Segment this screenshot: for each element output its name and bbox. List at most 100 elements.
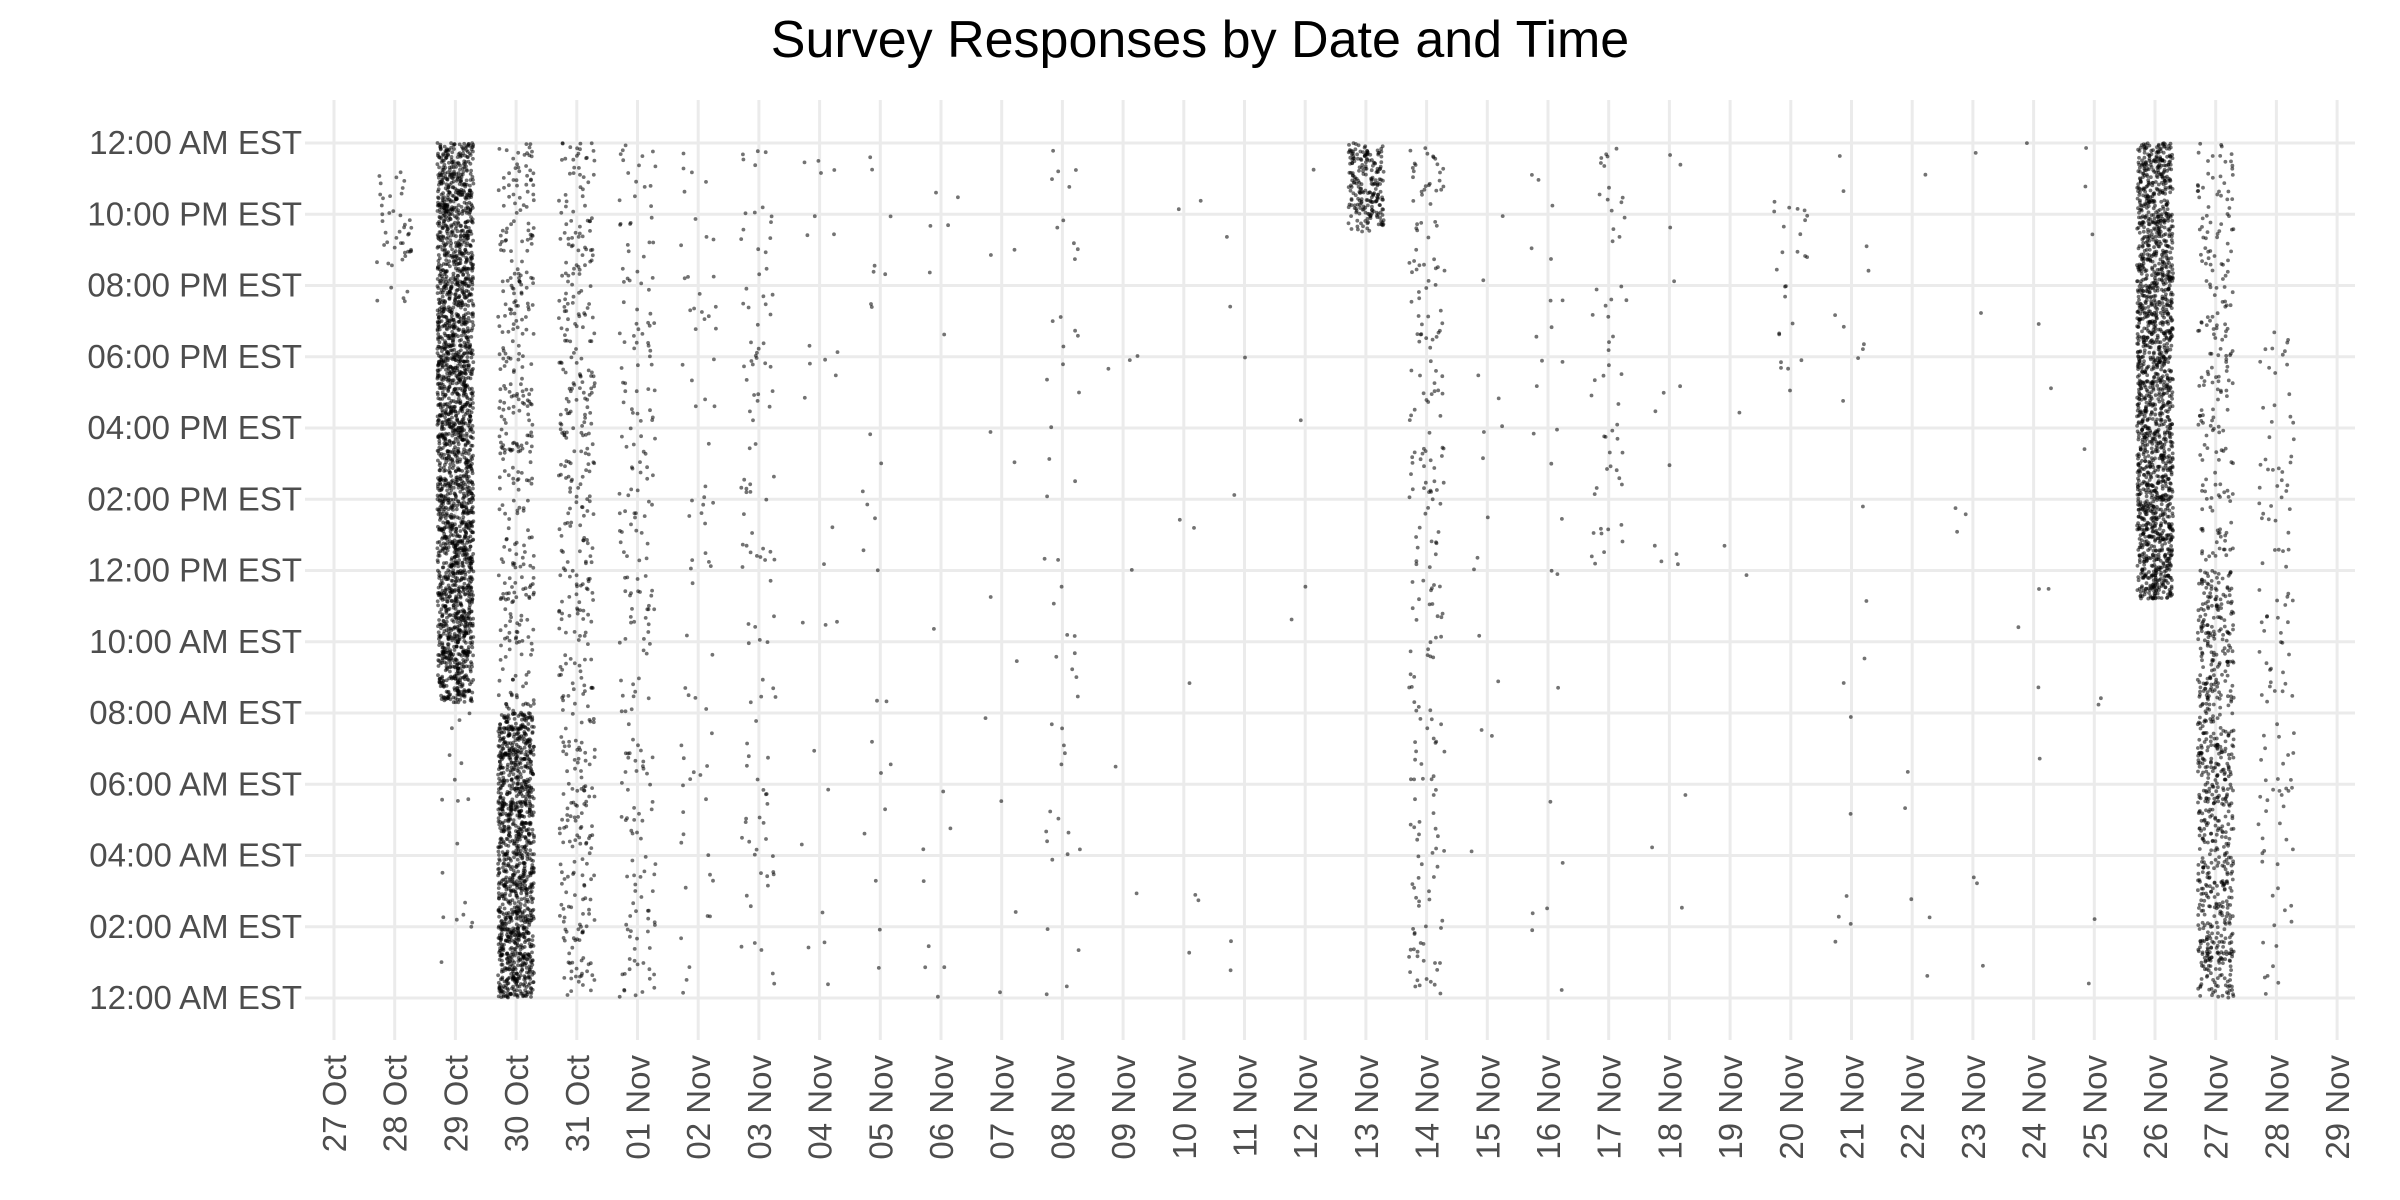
- response-point: [572, 351, 576, 355]
- response-point: [521, 918, 526, 923]
- response-point: [507, 975, 512, 980]
- response-point: [458, 539, 463, 544]
- response-point: [707, 560, 711, 564]
- response-point: [692, 306, 696, 311]
- response-point: [579, 449, 584, 454]
- response-point: [450, 415, 454, 420]
- response-point: [740, 835, 744, 840]
- response-point: [397, 229, 402, 234]
- response-point: [464, 530, 468, 535]
- response-point: [627, 751, 632, 756]
- response-point: [448, 364, 453, 369]
- response-point: [512, 889, 517, 894]
- response-point: [524, 801, 528, 806]
- response-point: [450, 280, 455, 285]
- response-point: [528, 585, 532, 589]
- response-point: [463, 573, 468, 577]
- response-point: [572, 449, 577, 454]
- response-point: [567, 951, 572, 956]
- response-point: [506, 728, 511, 732]
- response-point: [466, 614, 471, 619]
- response-point: [568, 574, 572, 579]
- response-point: [442, 629, 447, 633]
- response-point: [510, 746, 515, 750]
- response-point: [564, 661, 568, 666]
- response-point: [690, 170, 694, 175]
- response-point: [515, 774, 520, 779]
- response-point: [515, 443, 519, 447]
- response-point: [529, 882, 534, 887]
- response-point: [766, 755, 770, 760]
- response-point: [769, 220, 773, 225]
- response-point: [451, 378, 456, 383]
- response-point: [588, 961, 593, 966]
- response-point: [503, 897, 508, 902]
- response-point: [502, 993, 506, 997]
- response-point: [521, 508, 526, 513]
- response-point: [436, 482, 440, 486]
- response-point: [744, 378, 749, 382]
- response-point: [438, 610, 442, 615]
- response-point: [526, 307, 531, 312]
- response-point: [470, 386, 474, 391]
- response-point: [562, 305, 567, 309]
- response-point: [383, 230, 388, 235]
- response-point: [448, 371, 453, 376]
- response-point: [584, 924, 589, 929]
- response-point: [752, 210, 757, 215]
- response-point: [527, 786, 531, 790]
- response-point: [496, 886, 501, 890]
- response-point: [518, 915, 523, 919]
- response-point: [446, 496, 451, 501]
- response-point: [563, 193, 568, 197]
- response-point: [526, 221, 531, 226]
- response-point: [496, 891, 501, 896]
- response-point: [524, 327, 529, 332]
- response-point: [571, 936, 576, 941]
- response-point: [1014, 659, 1019, 663]
- response-point: [466, 273, 471, 278]
- response-point: [407, 231, 411, 236]
- response-point: [447, 653, 452, 658]
- response-point: [444, 689, 449, 694]
- response-point: [530, 865, 534, 870]
- response-point: [469, 168, 473, 173]
- response-point: [461, 515, 466, 520]
- response-point: [515, 786, 520, 791]
- response-point: [520, 259, 524, 264]
- response-point: [526, 722, 531, 726]
- response-point: [632, 958, 637, 963]
- response-point: [454, 529, 459, 534]
- response-point: [591, 149, 596, 153]
- response-point: [704, 180, 708, 184]
- response-point: [444, 664, 449, 669]
- response-point: [457, 637, 462, 642]
- response-point: [469, 355, 474, 360]
- response-point: [633, 882, 638, 887]
- response-point: [526, 737, 530, 742]
- response-point: [752, 941, 757, 945]
- response-point: [520, 923, 525, 928]
- response-point: [591, 512, 596, 516]
- response-point: [574, 573, 579, 578]
- response-point: [440, 487, 444, 491]
- response-point: [465, 359, 470, 364]
- response-point: [577, 267, 582, 272]
- response-point: [453, 481, 458, 486]
- response-point: [508, 276, 513, 280]
- response-point: [462, 447, 466, 452]
- response-point: [498, 367, 503, 371]
- response-point: [462, 200, 467, 205]
- response-point: [693, 327, 698, 331]
- response-point: [463, 534, 467, 538]
- response-point: [444, 478, 449, 482]
- response-point: [573, 766, 577, 771]
- response-point: [754, 719, 758, 723]
- response-point: [444, 182, 449, 187]
- response-point: [531, 870, 536, 875]
- response-point: [757, 272, 762, 277]
- response-point: [642, 514, 647, 518]
- response-point: [468, 434, 473, 439]
- response-point: [511, 708, 516, 713]
- response-point: [636, 363, 640, 368]
